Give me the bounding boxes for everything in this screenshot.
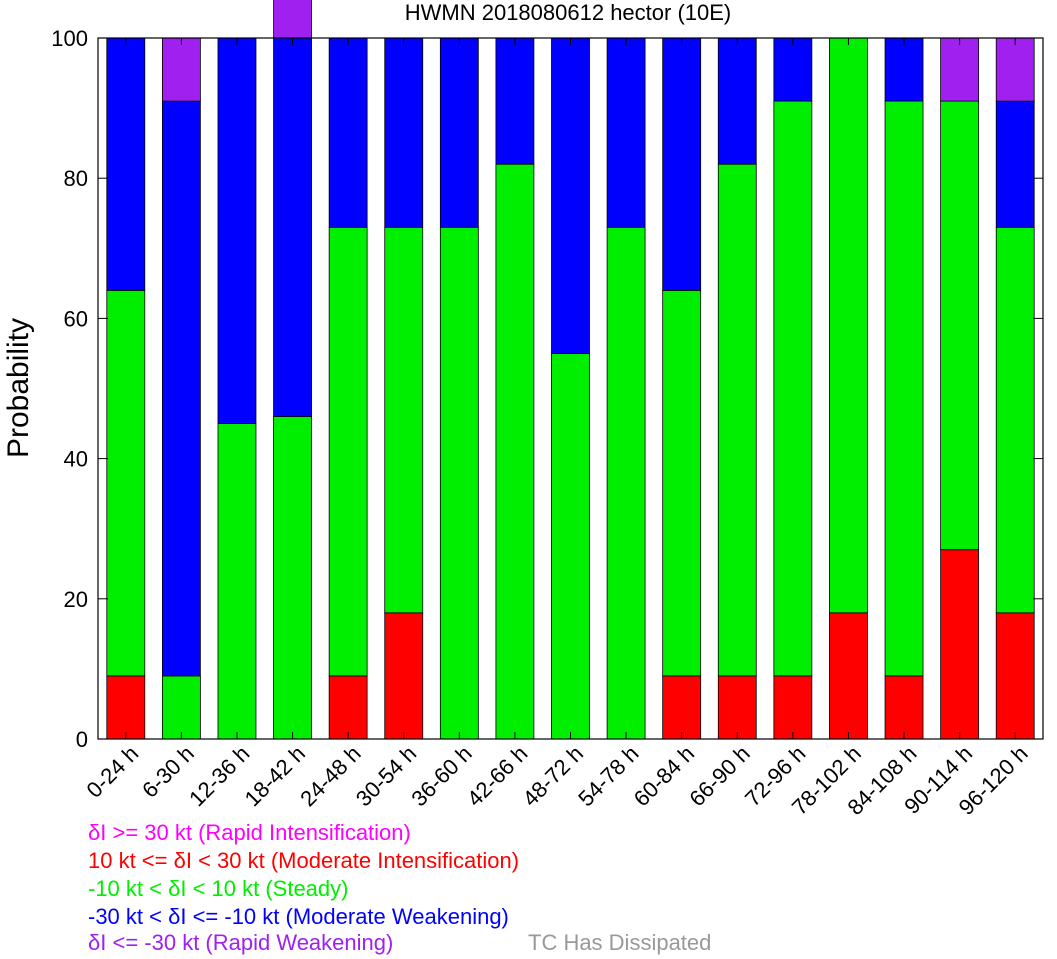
bar-segment-steady-4 (328, 226, 368, 677)
bar-segment-moderate_intensification-0 (106, 675, 146, 740)
bar-segment-moderate_weakening-8 (551, 37, 590, 354)
bar-segment-moderate_weakening-5 (384, 37, 424, 228)
bar-segment-steady-6 (439, 226, 479, 740)
bar-segment-rapid_weakening-15 (940, 37, 980, 102)
y-tick-label: 80 (64, 166, 88, 191)
x-tick-label: 54-78 h (573, 741, 643, 811)
bar-segment-steady-9 (606, 226, 646, 740)
bar-segment-moderate_weakening-6 (439, 37, 479, 228)
plot-frame (97, 37, 1044, 740)
bar-segment-moderate_intensification-10 (662, 675, 702, 740)
legend-moderate-weakening: -30 kt < δI <= -10 kt (Moderate Weakenin… (88, 904, 509, 930)
bar-segment-steady-14 (884, 100, 924, 677)
y-tick-label: 40 (64, 447, 88, 472)
legend-moderate-weakening-text: -30 kt < δI <= -10 kt (Moderate Weakenin… (88, 904, 509, 929)
bar-segment-moderate_weakening-4 (328, 37, 368, 228)
bar-segment-moderate_intensification-12 (773, 675, 813, 740)
bar-segment-moderate_weakening-12 (773, 37, 813, 102)
x-tick-label: 30-54 h (351, 741, 421, 811)
bar-segment-steady-0 (106, 289, 146, 677)
bar-segment-moderate_weakening-1 (161, 100, 201, 677)
x-tick-label: 0-24 h (82, 741, 144, 803)
legend-moderate-intensification: 10 kt <= δI < 30 kt (Moderate Intensific… (88, 848, 519, 874)
legend-dissipated-text: TC Has Dissipated (528, 930, 712, 955)
legend-rapid-intensification: δI >= 30 kt (Rapid Intensification) (88, 820, 411, 846)
bar-segment-steady-7 (495, 163, 535, 740)
chart-title: HWMN 2018080612 hector (10E) (405, 0, 732, 25)
x-tick-label: 24-48 h (295, 741, 365, 811)
x-tick-label: 66-90 h (684, 741, 754, 811)
y-tick-label: 100 (51, 26, 88, 51)
bar-segment-steady-16 (995, 226, 1035, 614)
bar-segment-moderate_weakening-0 (106, 37, 146, 291)
y-axis-label: Probability (2, 318, 35, 458)
bar-segment-steady-1 (161, 675, 201, 740)
bar-segment-steady-8 (551, 353, 590, 740)
bar-segment-moderate_intensification-14 (884, 675, 924, 740)
legend-steady-text: -10 kt < δI < 10 kt (Steady) (88, 876, 349, 901)
y-tick-label: 0 (76, 727, 88, 752)
legend-steady: -10 kt < δI < 10 kt (Steady) (88, 876, 348, 902)
legend-moderate-intensification-text: 10 kt <= δI < 30 kt (Moderate Intensific… (88, 848, 520, 873)
bar-segment-moderate_weakening-9 (606, 37, 646, 228)
x-tick-label: 12-36 h (184, 741, 254, 811)
y-tick-label: 20 (64, 587, 88, 612)
bar-segment-moderate_intensification-16 (995, 612, 1035, 740)
bar-segment-steady-3 (273, 416, 312, 740)
bar-segment-moderate_weakening-16 (995, 100, 1035, 228)
bar-segment-steady-5 (384, 226, 424, 614)
bar-segment-moderate_weakening-10 (662, 37, 702, 291)
bar-segment-rapid_weakening-1 (161, 37, 201, 102)
bar-segment-moderate_intensification-13 (829, 612, 868, 740)
x-tick-label: 18-42 h (240, 741, 310, 811)
bar-segment-rapid_weakening-3 (273, 0, 312, 39)
legend-dissipated: TC Has Dissipated (528, 930, 711, 956)
bars-layer (106, 0, 1035, 740)
bar-segment-moderate_weakening-14 (884, 37, 924, 102)
bar-segment-steady-13 (829, 37, 868, 614)
bar-segment-moderate_weakening-2 (217, 37, 257, 424)
x-tick-label: 48-72 h (518, 741, 588, 811)
legend-rapid-weakening: δI <= -30 kt (Rapid Weakening) (88, 930, 393, 956)
bar-segment-rapid_weakening-16 (995, 37, 1035, 102)
bar-segment-steady-10 (662, 289, 702, 677)
legend-rapid-intensification-text: δI >= 30 kt (Rapid Intensification) (88, 820, 411, 845)
bar-segment-moderate_intensification-15 (940, 549, 980, 740)
x-tick-label: 42-66 h (462, 741, 532, 811)
x-tick-label: 60-84 h (629, 741, 699, 811)
bar-segment-moderate_intensification-5 (384, 612, 424, 740)
x-tick-label: 36-60 h (406, 741, 476, 811)
legend-rapid-weakening-text: δI <= -30 kt (Rapid Weakening) (88, 930, 394, 955)
bar-segment-moderate_weakening-11 (717, 37, 757, 165)
bar-segment-steady-12 (773, 100, 813, 677)
bar-segment-moderate_weakening-3 (273, 37, 312, 417)
bar-segment-moderate_intensification-4 (328, 675, 368, 740)
bar-segment-steady-15 (940, 100, 980, 551)
bar-segment-steady-11 (717, 163, 757, 677)
y-tick-label: 60 (64, 306, 88, 331)
bar-segment-steady-2 (217, 423, 257, 740)
bar-segment-moderate_intensification-11 (717, 675, 757, 740)
bar-segment-moderate_weakening-7 (495, 37, 535, 165)
